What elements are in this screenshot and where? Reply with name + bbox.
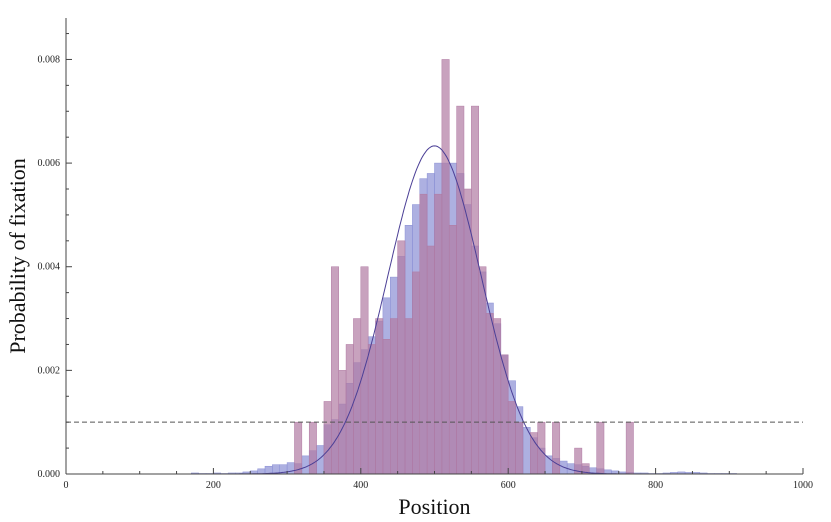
histogram-bar-series-2 — [419, 193, 428, 475]
y-tick-label: 0.006 — [38, 158, 61, 169]
histogram-bar-series-2 — [331, 266, 339, 475]
histogram-bar-series-2 — [515, 421, 524, 475]
histogram-bar-series-2 — [294, 421, 303, 475]
histogram-bar-series-1 — [286, 462, 295, 475]
histogram-bar-series-2 — [390, 318, 398, 475]
histogram-bar-series-2 — [412, 271, 421, 475]
histogram-bar-series-2 — [478, 266, 487, 475]
histogram-bar-series-1 — [301, 455, 310, 475]
histogram-bar-series-2 — [360, 266, 369, 475]
histogram-bar-series-2 — [404, 318, 413, 475]
y-tick-label: 0.002 — [38, 365, 61, 376]
histogram-bar-series-2 — [625, 421, 634, 475]
histogram-bar-series-2 — [308, 421, 317, 475]
y-tick-label: 0.004 — [38, 262, 61, 273]
histogram-bar-series-2 — [397, 240, 406, 475]
y-tick-label: 0.008 — [38, 54, 61, 65]
histogram-bar-series-2 — [345, 344, 354, 475]
histogram-bar-series-2 — [382, 339, 391, 475]
histogram-bar-series-2 — [375, 318, 384, 475]
ticks-layer: 0 200 400 600 800 1000 0.000 0.002 0.004 0.006 0.0… — [38, 33, 813, 491]
x-tick-label: 200 — [206, 480, 221, 491]
histogram-bar-series-2 — [471, 105, 479, 475]
histogram-bar-series-2 — [507, 401, 516, 475]
x-tick-label: 800 — [648, 480, 663, 491]
x-axis-title: Position — [398, 494, 470, 519]
x-tick-label: 400 — [353, 480, 368, 491]
x-tick-label: 600 — [501, 480, 516, 491]
x-tick-label: 1000 — [793, 480, 813, 491]
histogram-bar-series-2 — [500, 354, 509, 475]
histogram-bar-series-2 — [574, 447, 583, 475]
histogram-bar-series-2 — [485, 313, 494, 475]
y-axis-title: Probability of fixation — [5, 158, 30, 354]
histogram-bar-series-2 — [456, 105, 465, 475]
y-tick-label: 0.000 — [38, 469, 61, 480]
histogram-bar-series-2 — [434, 193, 443, 475]
histogram-bar-series-2 — [441, 59, 450, 475]
histogram-bar-series-2 — [530, 432, 538, 475]
bars-layer — [191, 59, 737, 475]
histogram-bar-series-2 — [552, 421, 561, 475]
histogram-bar-series-1 — [522, 427, 531, 475]
histogram-bar-series-2 — [426, 245, 435, 475]
histogram-bar-series-2 — [448, 225, 457, 475]
histogram-bar-series-2 — [367, 344, 376, 475]
x-tick-label: 0 — [64, 480, 69, 491]
histogram-bar-series-2 — [596, 421, 605, 475]
histogram-bar-series-2 — [323, 401, 332, 475]
histogram-bar-series-2 — [353, 318, 362, 475]
